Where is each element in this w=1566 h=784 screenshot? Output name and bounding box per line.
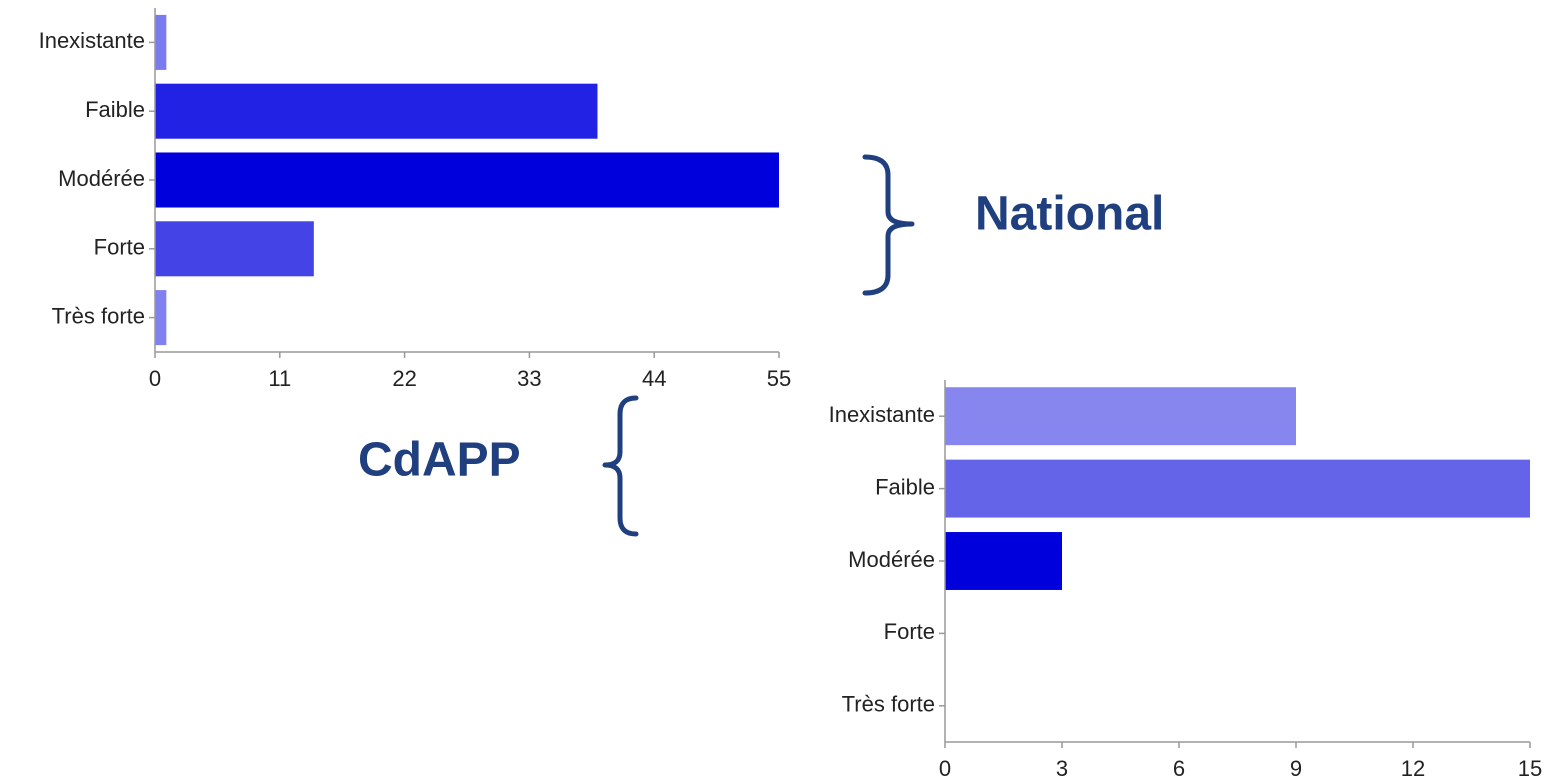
bar: [155, 221, 314, 277]
y-tick-label: Faible: [875, 474, 935, 499]
y-tick-label: Faible: [85, 97, 145, 122]
bar: [155, 14, 167, 70]
y-tick-label: Très forte: [52, 303, 145, 328]
bar: [945, 459, 1530, 518]
bar: [945, 387, 1296, 446]
x-tick-label: 44: [642, 366, 666, 391]
x-tick-label: 11: [268, 366, 291, 391]
bracket: [862, 154, 915, 296]
y-tick-label: Inexistante: [39, 28, 145, 53]
y-tick-label: Forte: [94, 235, 145, 260]
x-tick-label: 15: [1518, 756, 1542, 781]
bar: [945, 532, 1062, 590]
x-tick-label: 0: [149, 366, 161, 391]
y-tick-label: Modérée: [848, 547, 935, 572]
y-tick-label: Inexistante: [829, 402, 935, 427]
y-tick-label: Forte: [884, 619, 935, 644]
bracket: [602, 395, 639, 537]
annotation: National: [975, 188, 1164, 241]
x-tick-label: 33: [517, 366, 541, 391]
x-tick-label: 0: [939, 756, 951, 781]
y-tick-label: Très forte: [842, 692, 935, 717]
annotation: CdAPP: [358, 434, 521, 487]
x-tick-label: 22: [392, 366, 416, 391]
bar: [155, 152, 779, 208]
x-tick-label: 3: [1056, 756, 1068, 781]
x-tick-label: 12: [1401, 756, 1425, 781]
x-tick-label: 6: [1173, 756, 1185, 781]
bar: [155, 290, 167, 346]
x-tick-label: 55: [767, 366, 791, 391]
bar: [155, 83, 598, 139]
y-tick-label: Modérée: [58, 166, 145, 191]
x-tick-label: 9: [1290, 756, 1302, 781]
